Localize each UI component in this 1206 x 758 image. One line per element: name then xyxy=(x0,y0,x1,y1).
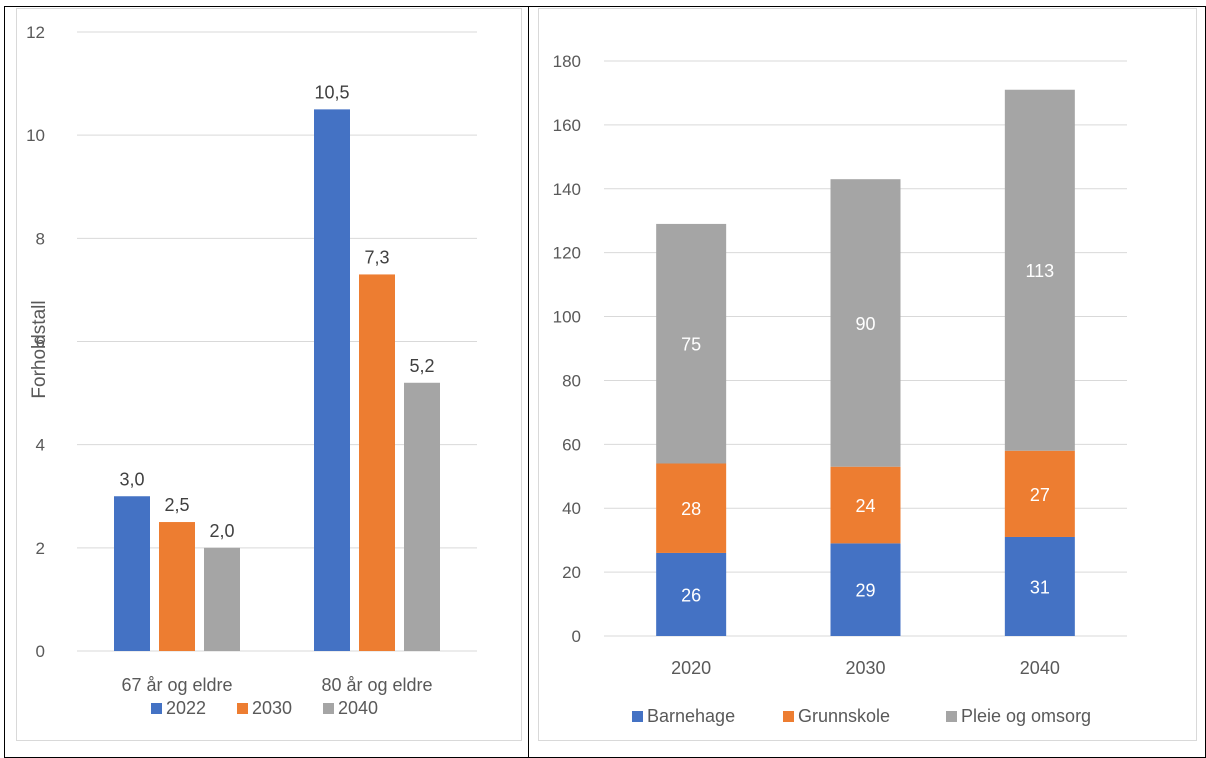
y-tick-label: 20 xyxy=(562,563,581,582)
legend-label: Barnehage xyxy=(647,706,735,726)
y-axis-label: Forholdstall xyxy=(29,300,50,398)
legend-swatch xyxy=(151,703,162,714)
bar xyxy=(314,109,350,651)
y-tick-label: 4 xyxy=(36,436,45,455)
legend-label: Pleie og omsorg xyxy=(961,706,1091,726)
y-tick-label: 60 xyxy=(562,435,581,454)
chart-panel-right: 26 28 75 29 24 90 31 27 113 0 20 40 60 80 100 120 140 16… xyxy=(538,8,1197,741)
data-label: 90 xyxy=(855,314,875,334)
bar xyxy=(114,496,150,651)
x-tick-label: 2030 xyxy=(845,658,885,678)
bar xyxy=(404,382,440,651)
x-tick-label: 67 år og eldre xyxy=(121,675,232,695)
y-tick-label: 120 xyxy=(553,244,581,263)
y-tick-label: 180 xyxy=(553,52,581,71)
y-tick-label: 2 xyxy=(36,539,45,558)
bar-segment xyxy=(830,179,901,467)
chart-panel-left: 3,0 2,5 2,0 10,5 7,3 5,2 0 2 4 6 8 10 12 Forholdstal… xyxy=(16,8,522,741)
y-tick-label: 140 xyxy=(553,180,581,199)
bar-segment xyxy=(656,223,727,464)
y-tick-label: 10 xyxy=(26,126,45,145)
legend-label: 2030 xyxy=(252,698,292,718)
data-label: 26 xyxy=(681,585,701,605)
bar-segment xyxy=(1004,536,1075,636)
chart-1-svg: 3,0 2,5 2,0 10,5 7,3 5,2 0 2 4 6 8 10 12 Forholdstal… xyxy=(26,23,477,718)
data-label: 2,0 xyxy=(209,521,234,541)
data-label: 28 xyxy=(681,499,701,519)
bar-segment xyxy=(656,552,727,636)
y-tick-label: 100 xyxy=(553,308,581,327)
bar xyxy=(204,547,240,651)
y-tick-label: 0 xyxy=(572,627,581,646)
bar-segment xyxy=(656,463,727,553)
legend-swatch xyxy=(632,711,643,722)
legend-swatch xyxy=(323,703,334,714)
y-tick-label: 0 xyxy=(36,642,45,661)
data-label: 75 xyxy=(681,335,701,355)
data-label: 10,5 xyxy=(314,82,349,102)
bar-segment xyxy=(1004,89,1075,451)
bar xyxy=(159,522,195,651)
bar xyxy=(359,274,395,651)
legend-swatch xyxy=(783,711,794,722)
legend-label: 2040 xyxy=(338,698,378,718)
legend-swatch xyxy=(237,703,248,714)
legend-label: 2022 xyxy=(166,698,206,718)
data-label: 29 xyxy=(855,581,875,601)
y-tick-label: 80 xyxy=(562,371,581,390)
x-tick-label: 2020 xyxy=(671,658,711,678)
x-tick-label: 2040 xyxy=(1020,658,1060,678)
bar-segment xyxy=(830,543,901,636)
data-label: 31 xyxy=(1030,577,1050,597)
x-tick-label: 80 år og eldre xyxy=(321,675,432,695)
y-tick-label: 6 xyxy=(36,333,45,352)
data-label: 7,3 xyxy=(364,247,389,267)
bar-segment xyxy=(1004,450,1075,537)
data-label: 5,2 xyxy=(409,356,434,376)
data-label: 113 xyxy=(1025,261,1054,281)
data-label: 3,0 xyxy=(119,469,144,489)
y-tick-label: 160 xyxy=(553,116,581,135)
y-tick-label: 8 xyxy=(36,229,45,248)
legend-label: Grunnskole xyxy=(798,706,890,726)
y-tick-label: 12 xyxy=(26,23,45,42)
legend-swatch xyxy=(946,711,957,722)
y-tick-label: 40 xyxy=(562,499,581,518)
data-label: 2,5 xyxy=(164,495,189,515)
bar-segment xyxy=(830,466,901,544)
data-label: 24 xyxy=(855,496,875,516)
data-label: 27 xyxy=(1030,485,1050,505)
